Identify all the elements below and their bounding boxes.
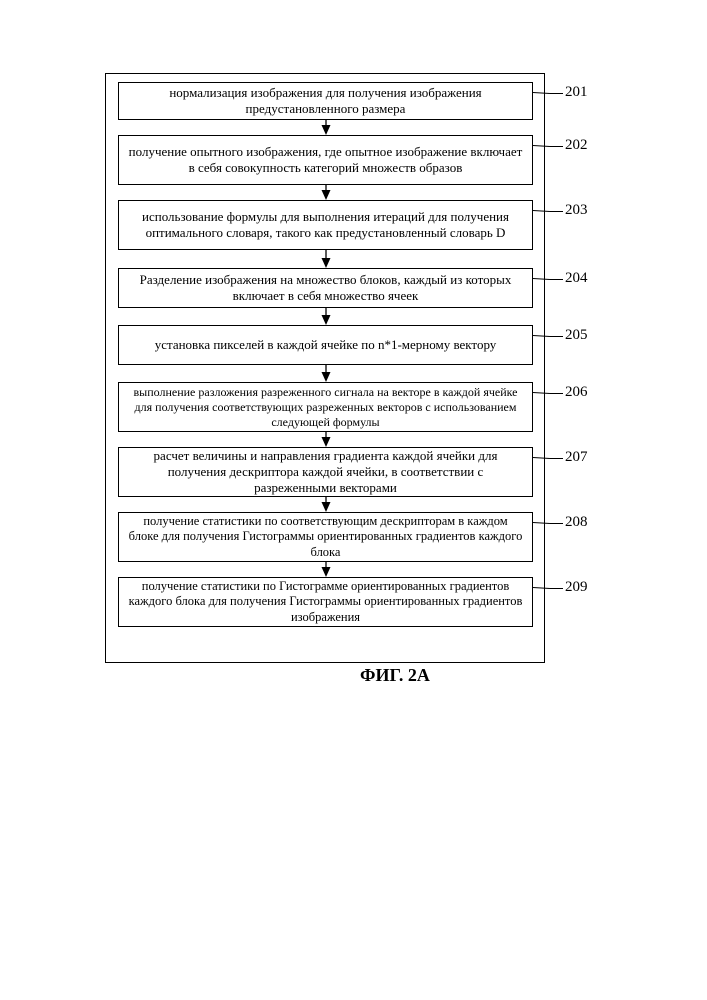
leader-line (550, 211, 564, 212)
leader-line (550, 393, 564, 394)
step-text: Разделение изображения на множество блок… (127, 272, 524, 305)
flowchart-step-203: использование формулы для выполнения ите… (118, 200, 533, 250)
step-label-206: 206 (565, 384, 588, 401)
flowchart-step-207: расчет величины и направления градиента … (118, 447, 533, 497)
leader-line (550, 523, 564, 524)
flowchart-step-208: получение статистики по соответствующим … (118, 512, 533, 562)
leader-line (550, 458, 564, 459)
leader-line (550, 146, 564, 147)
flowchart-step-206: выполнение разложения разреженного сигна… (118, 382, 533, 432)
step-label-202: 202 (565, 137, 588, 154)
step-label-201: 201 (565, 84, 588, 101)
step-label-205: 205 (565, 327, 588, 344)
flowchart-step-205: установка пикселей в каждой ячейке по n*… (118, 325, 533, 365)
step-text: нормализация изображения для получения и… (127, 85, 524, 118)
step-label-203: 203 (565, 202, 588, 219)
step-label-209: 209 (565, 579, 588, 596)
flowchart-canvas: ФИГ. 2A нормализация изображения для пол… (0, 0, 707, 1000)
flowchart-step-201: нормализация изображения для получения и… (118, 82, 533, 120)
step-text: расчет величины и направления градиента … (127, 448, 524, 497)
step-text: получение статистики по Гистограмме орие… (127, 579, 524, 626)
step-text: получение опытного изображения, где опыт… (127, 144, 524, 177)
flowchart-step-202: получение опытного изображения, где опыт… (118, 135, 533, 185)
step-label-204: 204 (565, 270, 588, 287)
leader-line (550, 336, 564, 337)
flowchart-step-209: получение статистики по Гистограмме орие… (118, 577, 533, 627)
step-text: установка пикселей в каждой ячейке по n*… (155, 337, 497, 353)
step-text: выполнение разложения разреженного сигна… (127, 385, 524, 430)
step-text: получение статистики по соответствующим … (127, 514, 524, 561)
step-label-207: 207 (565, 449, 588, 466)
leader-line (550, 588, 564, 589)
step-text: использование формулы для выполнения ите… (127, 209, 524, 242)
leader-line (550, 93, 564, 94)
leader-line (550, 279, 564, 280)
step-label-208: 208 (565, 514, 588, 531)
figure-caption: ФИГ. 2A (360, 665, 430, 686)
flowchart-step-204: Разделение изображения на множество блок… (118, 268, 533, 308)
